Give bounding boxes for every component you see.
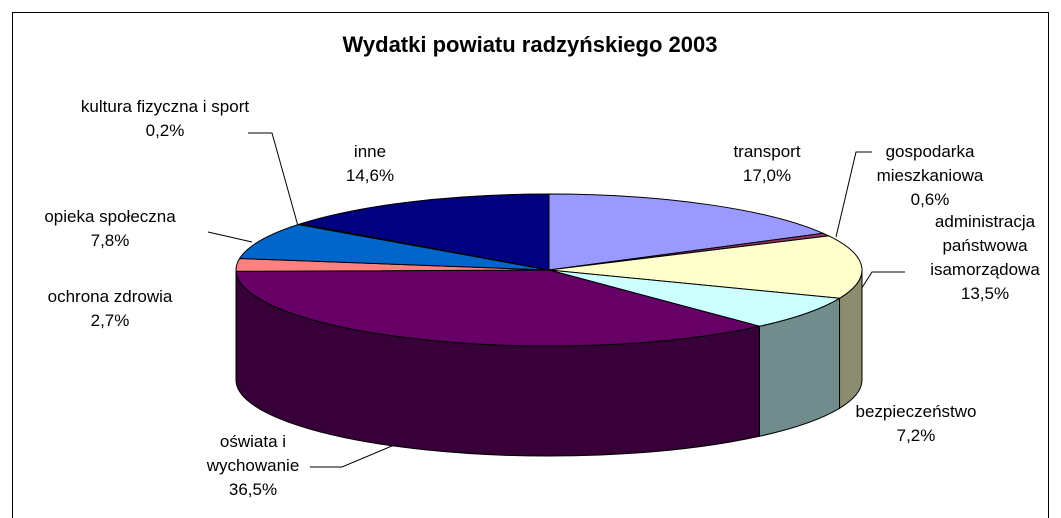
value-label: 36,5% <box>228 480 278 499</box>
slice-tops <box>235 193 863 347</box>
slice <box>548 235 863 299</box>
category-label: opieka społeczna <box>44 207 176 226</box>
category-label: bezpieczeństwo <box>855 402 977 421</box>
value-label: 0,6% <box>910 190 950 209</box>
category-label: gospodarka mieszkaniowa <box>876 142 984 185</box>
slice-sides <box>235 269 863 457</box>
value-label: 7,2% <box>896 426 936 445</box>
value-label: 17,0% <box>742 166 792 185</box>
leader-line <box>248 132 299 227</box>
data-label: administracja państwowa isamorządowa 13,5… <box>910 210 1060 306</box>
data-label: oświata i wychowanie 36,5% <box>198 430 308 502</box>
slice <box>548 193 825 271</box>
value-label: 14,6% <box>345 166 395 185</box>
data-label: inne 14,6% <box>310 140 430 188</box>
value-label: 13,5% <box>960 284 1010 303</box>
data-label: transport 17,0% <box>692 140 842 188</box>
category-label: inne <box>353 142 387 161</box>
data-label: gospodarka mieszkaniowa 0,6% <box>865 140 995 212</box>
category-label: ochrona zdrowia <box>47 287 173 306</box>
leader-line <box>835 151 872 238</box>
category-label: administracja państwowa isamorządowa <box>930 212 1040 279</box>
value-label: 0,2% <box>145 121 185 140</box>
value-label: 2,7% <box>90 311 130 330</box>
data-label: ochrona zdrowia 2,7% <box>10 285 210 333</box>
slice <box>548 269 842 327</box>
data-label: opieka społeczna 7,8% <box>10 205 210 253</box>
slice <box>300 193 550 271</box>
slice <box>238 223 550 271</box>
category-label: transport <box>733 142 801 161</box>
category-label: kultura fizyczna i sport <box>80 97 250 116</box>
leader-line <box>857 271 905 295</box>
slice <box>235 269 760 347</box>
category-label: oświata i wychowanie <box>206 432 300 475</box>
chart-title: Wydatki powiatu radzyńskiego 2003 <box>343 32 718 57</box>
data-label: kultura fizyczna i sport 0,2% <box>65 95 265 143</box>
leader-line <box>207 231 253 243</box>
value-label: 7,8% <box>90 231 130 250</box>
data-label: bezpieczeństwo 7,2% <box>836 400 996 448</box>
